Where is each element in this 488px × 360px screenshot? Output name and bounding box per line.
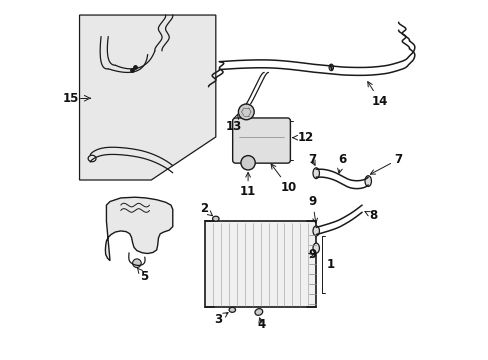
Ellipse shape [228, 307, 235, 312]
Circle shape [238, 104, 254, 120]
Circle shape [132, 259, 141, 267]
Ellipse shape [212, 216, 219, 221]
Text: 15: 15 [63, 92, 80, 105]
Ellipse shape [312, 226, 319, 236]
Text: 4: 4 [257, 318, 265, 331]
Polygon shape [105, 197, 172, 261]
Text: 14: 14 [367, 82, 387, 108]
Ellipse shape [312, 243, 319, 253]
Text: 2: 2 [200, 202, 212, 216]
Text: 3: 3 [214, 312, 227, 326]
Text: 5: 5 [137, 268, 148, 283]
Text: 7: 7 [307, 153, 315, 166]
Ellipse shape [312, 168, 319, 179]
Circle shape [241, 156, 255, 170]
Ellipse shape [328, 64, 333, 71]
Polygon shape [80, 15, 215, 180]
Bar [204, 221, 316, 307]
Text: 7: 7 [369, 153, 402, 174]
Text: 9: 9 [308, 195, 317, 223]
Text: 13: 13 [225, 114, 242, 134]
Text: 6: 6 [337, 153, 346, 173]
Text: 8: 8 [364, 210, 377, 222]
FancyBboxPatch shape [232, 118, 290, 163]
Text: 1: 1 [326, 258, 334, 271]
Ellipse shape [364, 176, 371, 186]
Text: 10: 10 [270, 164, 296, 194]
Text: 12: 12 [292, 131, 313, 144]
Text: 11: 11 [240, 172, 256, 198]
Ellipse shape [254, 309, 262, 315]
Text: 9: 9 [308, 248, 316, 261]
